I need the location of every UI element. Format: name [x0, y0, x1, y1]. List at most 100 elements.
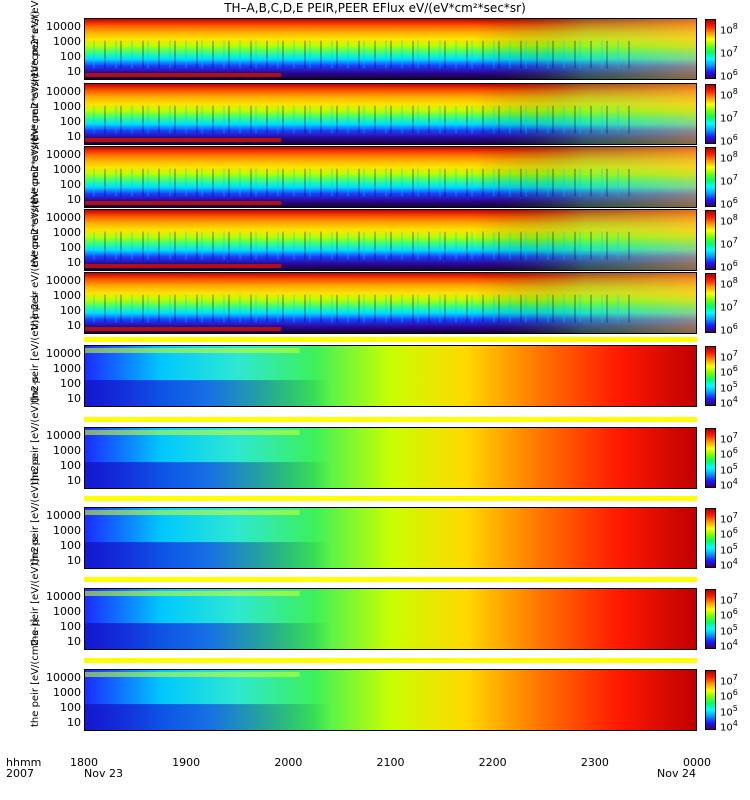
colorbar: [705, 346, 716, 406]
y-tick-label: 10: [67, 256, 81, 269]
colorbar-tick-label: 105: [720, 461, 738, 476]
spectrogram-thc_peer: [85, 508, 696, 568]
y-tick-label: 1000: [53, 362, 81, 375]
colorbar-tick-label: 106: [720, 322, 738, 337]
y-tick-label: 100: [60, 377, 81, 390]
spectrogram-thd_peer: [85, 589, 696, 649]
y-tick-label: 100: [60, 701, 81, 714]
spectrogram-panel-tha_peer: [84, 345, 697, 407]
y-tick-label: 10: [67, 130, 81, 143]
y-tick-label: 10000: [46, 509, 81, 522]
y-tick-label: 1000: [53, 444, 81, 457]
colorbar: [705, 508, 716, 568]
y-tick-label: 100: [60, 241, 81, 254]
x-subtick-first: Nov 23: [84, 767, 123, 780]
colorbar-tick-label: 107: [720, 592, 738, 607]
separator-band: [84, 496, 697, 501]
colorbar-tick-label: 105: [720, 622, 738, 637]
colorbar: [705, 147, 716, 207]
y-tick-label: 10000: [46, 20, 81, 33]
x-axis-label: hhmm: [6, 756, 42, 769]
colorbar-tick-label: 107: [720, 173, 738, 188]
y-tick-label: 1000: [53, 100, 81, 113]
colorbar-tick-label: 106: [720, 526, 738, 541]
y-tick-label: 10: [67, 716, 81, 729]
y-tick-label: 10000: [46, 148, 81, 161]
x-subtick-last: Nov 24: [657, 767, 696, 780]
y-tick-label: 10000: [46, 671, 81, 684]
colorbar-tick-label: 107: [720, 45, 738, 60]
colorbar-tick-label: 104: [720, 557, 738, 572]
colorbar-tick-label: 106: [720, 688, 738, 703]
colorbar: [705, 84, 716, 144]
y-tick-label: 1000: [53, 524, 81, 537]
spectrogram-the_peir: [85, 273, 696, 333]
colorbar-tick-label: 107: [720, 236, 738, 251]
colorbar-tick-label: 105: [720, 379, 738, 394]
colorbar-tick-label: 108: [720, 276, 738, 291]
y-tick-label: 10: [67, 635, 81, 648]
colorbar-tick-label: 105: [720, 541, 738, 556]
spectrogram-thd_peir: [85, 210, 696, 270]
x-tick-label: 2000: [274, 756, 303, 769]
x-tick-label: 1800: [70, 756, 98, 769]
y-tick-label: 100: [60, 304, 81, 317]
y-tick-label: 100: [60, 115, 81, 128]
y-tick-label: 10: [67, 65, 81, 78]
colorbar-tick-label: 104: [720, 477, 738, 492]
spectrogram-thb_peer: [85, 428, 696, 488]
y-tick-label: 1000: [53, 163, 81, 176]
colorbar-tick-label: 108: [720, 87, 738, 102]
x-tick-label: 2300: [580, 756, 609, 769]
spectrogram-panel-the_peir: [84, 272, 697, 334]
colorbar: [705, 19, 716, 79]
y-tick-label: 10: [67, 392, 81, 405]
y-tick-label: 100: [60, 50, 81, 63]
spectrogram-panel-thd_peer: [84, 588, 697, 650]
colorbar-tick-label: 107: [720, 511, 738, 526]
y-tick-label: 1000: [53, 605, 81, 618]
y-tick-label: 10000: [46, 274, 81, 287]
y-tick-label: 10: [67, 193, 81, 206]
x-tick-label: 2100: [376, 756, 405, 769]
spectrogram-thb_peir: [85, 84, 696, 144]
y-tick-label: 10: [67, 554, 81, 567]
spectrogram-thc_peir: [85, 147, 696, 207]
separator-band: [84, 417, 697, 422]
colorbar-tick-label: 106: [720, 607, 738, 622]
spectrogram-tha_peer: [85, 346, 696, 406]
y-tick-label: 1000: [53, 35, 81, 48]
y-tick-label: 10000: [46, 211, 81, 224]
separator-band: [84, 337, 697, 342]
x-tick-label: 0000: [683, 756, 711, 769]
colorbar-tick-label: 107: [720, 431, 738, 446]
colorbar-tick-label: 106: [720, 196, 738, 211]
colorbar-tick-label: 106: [720, 259, 738, 274]
y-tick-label: 10000: [46, 347, 81, 360]
colorbar-tick-label: 104: [720, 395, 738, 410]
colorbar-tick-label: 107: [720, 349, 738, 364]
colorbar-tick-label: 105: [720, 703, 738, 718]
y-tick-label: 10000: [46, 429, 81, 442]
colorbar: [705, 273, 716, 333]
y-tick-label: 10000: [46, 590, 81, 603]
spectrogram-panel-thb_peir: [84, 83, 697, 145]
spectrogram-panel-tha_peir: [84, 18, 697, 80]
spectrogram-panel-thc_peer: [84, 507, 697, 569]
y-tick-label: 100: [60, 178, 81, 191]
y-axis-label: the peir [eV/(cm2-s-)]: [30, 618, 41, 727]
colorbar-tick-label: 106: [720, 68, 738, 83]
colorbar-tick-label: 106: [720, 446, 738, 461]
spectrogram-panel-thd_peir: [84, 209, 697, 271]
colorbar-tick-label: 104: [720, 638, 738, 653]
colorbar-tick-label: 108: [720, 22, 738, 37]
separator-band: [84, 658, 697, 663]
colorbar-tick-label: 108: [720, 213, 738, 228]
colorbar-tick-label: 108: [720, 150, 738, 165]
chart-title: TH–A,B,C,D,E PEIR,PEER EFlux eV/(eV*cm²*…: [224, 1, 526, 15]
y-tick-label: 1000: [53, 686, 81, 699]
y-tick-label: 10: [67, 319, 81, 332]
x-axis-year: 2007: [6, 767, 34, 780]
colorbar-tick-label: 106: [720, 364, 738, 379]
spectrogram-panel-the_peer: [84, 669, 697, 731]
